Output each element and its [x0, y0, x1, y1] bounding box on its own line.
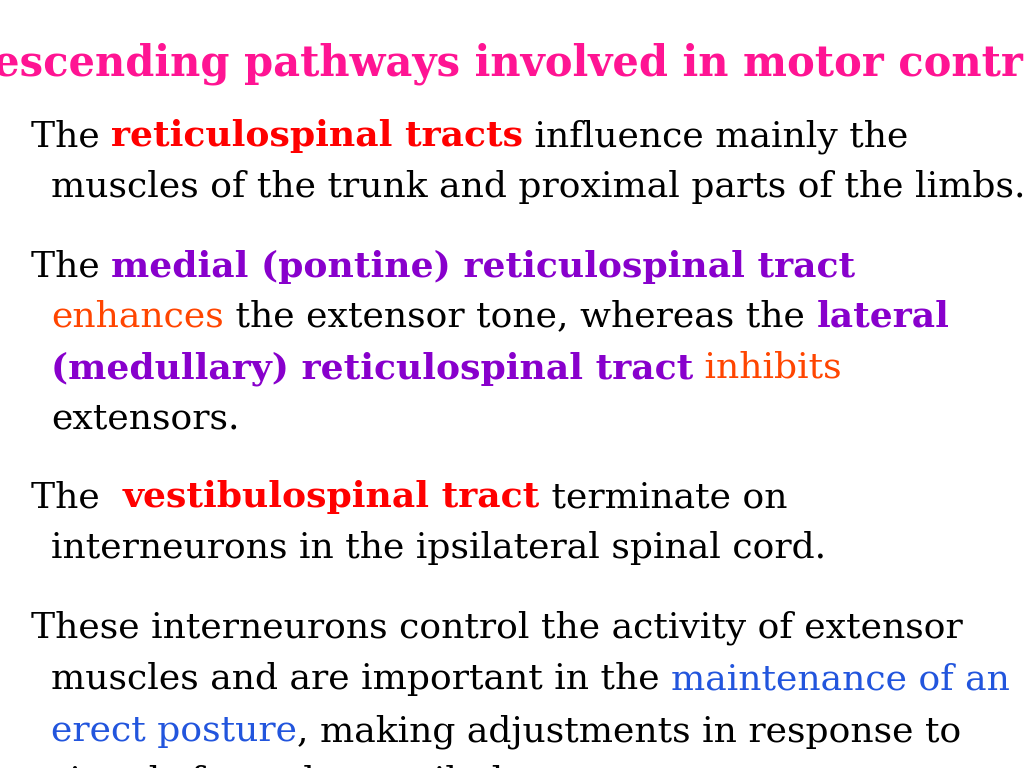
- Text: the extensor tone, whereas the: the extensor tone, whereas the: [224, 300, 816, 333]
- Text: lateral: lateral: [816, 300, 949, 333]
- Text: The: The: [31, 480, 123, 514]
- Text: Descending pathways involved in motor control: Descending pathways involved in motor co…: [0, 42, 1024, 84]
- Text: erect posture: erect posture: [51, 714, 297, 748]
- Text: muscles of the trunk and proximal parts of the limbs.: muscles of the trunk and proximal parts …: [51, 170, 1024, 204]
- Text: influence mainly the: influence mainly the: [523, 119, 908, 154]
- Text: interneurons in the ipsilateral spinal cord.: interneurons in the ipsilateral spinal c…: [51, 531, 826, 565]
- Text: enhances: enhances: [51, 300, 224, 333]
- Text: muscles and are important in the: muscles and are important in the: [51, 662, 672, 696]
- Text: , making adjustments in response to: , making adjustments in response to: [297, 714, 962, 749]
- Text: vestibulospinal tract: vestibulospinal tract: [123, 480, 540, 514]
- Text: terminate on: terminate on: [540, 480, 787, 514]
- Text: reticulospinal tracts: reticulospinal tracts: [111, 119, 523, 153]
- Text: signals from the vestibular apparatus.: signals from the vestibular apparatus.: [51, 764, 750, 768]
- Text: These interneurons control the activity of extensor: These interneurons control the activity …: [31, 611, 963, 645]
- Text: extensors.: extensors.: [51, 402, 240, 435]
- Text: medial (pontine) reticulospinal tract: medial (pontine) reticulospinal tract: [111, 250, 855, 283]
- Text: The: The: [31, 119, 111, 153]
- Text: (medullary) reticulospinal tract: (medullary) reticulospinal tract: [51, 351, 693, 386]
- Text: inhibits: inhibits: [693, 351, 842, 385]
- Text: The: The: [31, 250, 111, 283]
- Text: maintenance of an: maintenance of an: [672, 662, 1011, 696]
